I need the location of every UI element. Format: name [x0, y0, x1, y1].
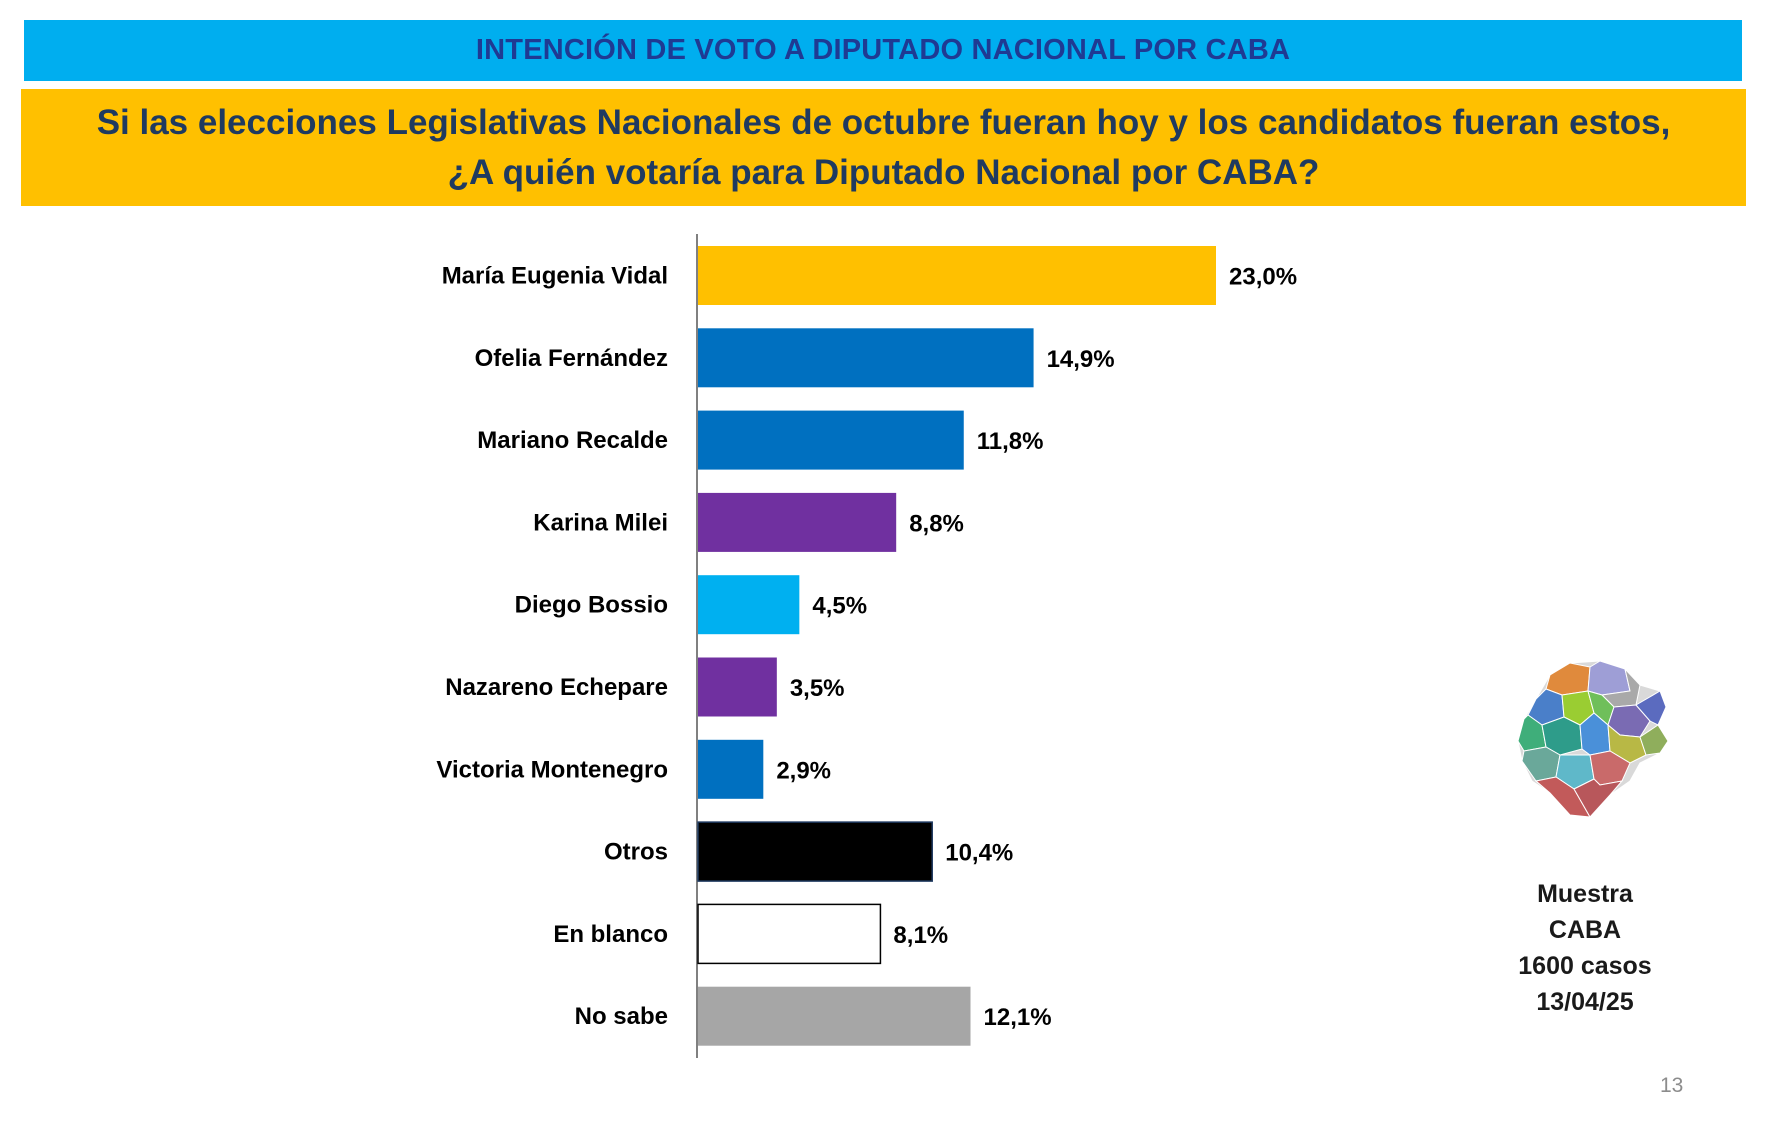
category-label-nazareno-echepare: Nazareno Echepare — [445, 674, 668, 701]
sample-region: CABA — [1548, 916, 1622, 944]
value-label-victoria-montenegro: 2,9% — [776, 757, 831, 784]
value-label-ofelia-fernandez: 14,9% — [1047, 346, 1115, 373]
bar-otros — [697, 821, 933, 882]
category-label-karina-milei: Karina Milei — [533, 509, 668, 536]
category-label-en-blanco: En blanco — [553, 921, 668, 948]
category-label-diego-bossio: Diego Bossio — [515, 592, 668, 619]
category-label-victoria-montenegro: Victoria Montenegro — [436, 756, 668, 783]
category-label-otros: Otros — [604, 839, 668, 866]
bar-karina-milei — [698, 492, 897, 552]
sample-label: Muestra — [1537, 880, 1633, 908]
question-box: Si las elecciones Legislativas Nacionale… — [21, 89, 1746, 206]
question-line-1: Si las elecciones Legislativas Nacionale… — [96, 102, 1671, 142]
category-label-no-sabe: No sabe — [575, 1003, 668, 1030]
caba-map-icon — [1517, 660, 1669, 818]
bar-ofelia-fernandez — [698, 328, 1034, 388]
sample-date: 13/04/25 — [1536, 988, 1634, 1016]
value-label-en-blanco: 8,1% — [893, 922, 948, 949]
question-line-2: ¿A quién votaría para Diputado Nacional … — [447, 152, 1320, 192]
sample-size: 1600 casos — [1518, 952, 1652, 980]
value-label-maria-eugenia-vidal: 23,0% — [1229, 264, 1297, 291]
bar-nazareno-echepare — [698, 657, 777, 717]
bar-maria-eugenia-vidal — [698, 246, 1216, 305]
value-label-nazareno-echepare: 3,5% — [790, 675, 845, 702]
category-label-mariano-recalde: Mariano Recalde — [477, 427, 668, 454]
bars-group — [697, 246, 1216, 1046]
sample-info: Muestra CABA 1600 casos 13/04/25 — [1480, 876, 1690, 1020]
value-label-mariano-recalde: 11,8% — [977, 428, 1044, 455]
bar-mariano-recalde — [698, 410, 964, 470]
value-labels-group: 23,0% 14,9% 11,8% 8,8% 4,5% 3,5% 2,9% 10,4% 8,1%… — [776, 264, 1297, 1032]
bar-no-sabe — [698, 986, 971, 1046]
value-label-diego-bossio: 4,5% — [812, 593, 867, 620]
bar-diego-bossio — [698, 575, 800, 635]
value-label-karina-milei: 8,8% — [909, 510, 964, 537]
bar-victoria-montenegro — [698, 739, 764, 799]
category-label-ofelia-fernandez: Ofelia Fernández — [475, 345, 668, 372]
value-label-otros: 10,4% — [945, 840, 1013, 867]
category-label-maria-eugenia-vidal: María Eugenia Vidal — [442, 263, 668, 290]
value-label-no-sabe: 12,1% — [984, 1004, 1052, 1031]
title-banner: INTENCIÓN DE VOTO A DIPUTADO NACIONAL PO… — [24, 20, 1742, 81]
banner-title: INTENCIÓN DE VOTO A DIPUTADO NACIONAL PO… — [475, 34, 1291, 66]
page-number: 13 — [1660, 1074, 1684, 1097]
category-labels-group: María Eugenia Vidal Ofelia Fernández Maria… — [436, 263, 668, 1031]
bar-en-blanco — [697, 903, 882, 965]
